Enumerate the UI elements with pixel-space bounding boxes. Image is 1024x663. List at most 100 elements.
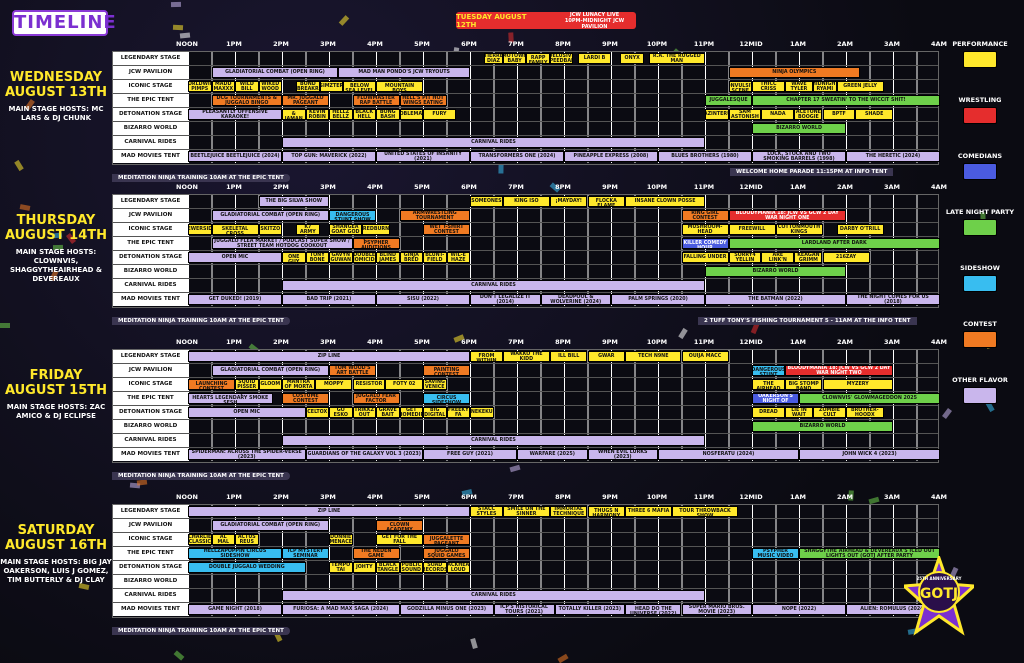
event-block[interactable]: GO ESKO	[329, 407, 353, 418]
event-block[interactable]: PINEAPPLE EXPRESS (2008)	[564, 151, 658, 162]
event-block[interactable]: DARBY O'TRILL	[836, 224, 884, 235]
event-block[interactable]: GRAVE BAIT	[376, 407, 400, 418]
event-block[interactable]: MR. JUGGALO PAGEANT	[282, 95, 329, 106]
event-block[interactable]: BIZARRO WORLD	[752, 123, 846, 134]
event-block[interactable]: SISU (2022)	[376, 294, 470, 305]
event-block[interactable]: THE HERETIC (2024)	[846, 151, 940, 162]
event-block[interactable]: DCG TOURNAMENTS & JUGGALO BINGO	[211, 95, 282, 106]
event-block[interactable]: OPEN MIC	[188, 407, 306, 418]
event-block[interactable]: COTTONMOUTH KINGS	[775, 224, 823, 235]
event-block[interactable]: TIERRE DIAZ	[484, 53, 503, 64]
event-block[interactable]: JUGGALO FEAR FACTOR	[352, 393, 400, 404]
event-block[interactable]: JOHTY	[352, 562, 376, 573]
event-block[interactable]: WARFARE (2025)	[517, 449, 588, 460]
event-block[interactable]: NADA	[761, 109, 795, 120]
event-block[interactable]: FREEKY FA	[446, 407, 470, 418]
event-block[interactable]: ACTUS REUS	[235, 534, 259, 545]
event-block[interactable]: REDBURN	[361, 224, 391, 235]
event-block[interactable]: WAKA FLOCKA FLAME	[587, 196, 626, 207]
event-block[interactable]: WIKED WOOD	[258, 81, 282, 92]
event-block[interactable]: TOM WOOD'S ART BATTLE	[329, 365, 376, 376]
event-block[interactable]: LOCK, STOCK AND TWO SMOKING BARRELS (199…	[752, 151, 846, 162]
event-block[interactable]: NOSFERATU (2024)	[658, 449, 799, 460]
event-block[interactable]: GET HOMEDIP	[399, 407, 423, 418]
event-block[interactable]: HELLZAPOPPIN CIRCUS SIDESHOW	[423, 393, 470, 404]
event-block[interactable]: MADD MAXXX	[211, 81, 235, 92]
event-block[interactable]: BLUNT-FIELD	[423, 252, 447, 263]
event-block[interactable]: GLADIATORIAL COMBAT (OPEN RING)	[211, 520, 329, 531]
event-block[interactable]: 216ZAY	[822, 252, 870, 263]
event-block[interactable]: BONG BASH	[376, 109, 400, 120]
event-block[interactable]: SKITZO	[258, 224, 282, 235]
event-block[interactable]: KING ISO	[502, 196, 550, 207]
event-block[interactable]: THE NEDEN GAME	[352, 548, 400, 559]
event-block[interactable]: SOMEONES	[470, 196, 503, 207]
event-block[interactable]: CARNIVAL RIDES	[282, 590, 705, 601]
event-block[interactable]: COSTUME CONTEST	[282, 393, 329, 404]
event-block[interactable]: TRIKKZ OUT	[352, 407, 376, 418]
event-block[interactable]: SOAD RECORDS	[423, 562, 447, 573]
event-block[interactable]: TOTALLY KILLER (2023)	[554, 604, 626, 615]
event-block[interactable]: GAVYN GUWAN	[329, 252, 353, 263]
event-block[interactable]: BLIND JAMES	[376, 252, 400, 263]
event-block[interactable]: BAD TRIP (2021)	[282, 294, 376, 305]
event-block[interactable]: GWAR	[587, 351, 626, 362]
event-block[interactable]: GET DUKED! (2019)	[188, 294, 282, 305]
event-block[interactable]: ICP MYSTERY SEMINAR	[282, 548, 329, 559]
event-block[interactable]: BLOODYMANIA 18: JCW VS GCW 2 DAY WAR NIG…	[784, 365, 893, 376]
event-block[interactable]: LARDLAND AFTER DARK	[728, 238, 940, 249]
event-block[interactable]: CARNIVAL RIDES	[282, 137, 705, 148]
event-block[interactable]: WORLDWIDE PIMPS	[188, 81, 212, 92]
event-block[interactable]: PUBLIC SOUND	[399, 562, 423, 573]
event-block[interactable]: DONNIE MENACE	[329, 534, 353, 545]
event-block[interactable]: MUSHROOM-HEAD	[681, 224, 729, 235]
event-block[interactable]: FRYGO LAUNCHING CONTEST	[188, 379, 235, 390]
event-block[interactable]: BLACK SKELETAL CROSS	[211, 224, 259, 235]
event-block[interactable]: CLOWNVIS' GLOWMAGEDDON 2025	[799, 393, 940, 404]
event-block[interactable]: NOPE (2022)	[752, 604, 846, 615]
event-block[interactable]: IMMORTAL TECHNIQUE	[549, 506, 588, 517]
event-block[interactable]: MICKY & JAMAN	[282, 109, 306, 120]
event-block[interactable]: UNITED STATES OF INSANITY (2021)	[376, 151, 470, 162]
event-block[interactable]: GREEN JELLY	[836, 81, 884, 92]
event-block[interactable]: THE WAVE TYLER HOOPER	[784, 81, 814, 92]
event-block[interactable]: HATCHET MOUNTAIN BOYS	[376, 81, 423, 92]
event-block[interactable]: SNEKEKUS	[470, 407, 494, 418]
event-block[interactable]: AL MAL	[211, 534, 235, 545]
event-block[interactable]: MISS JUGGALETTE PAGEANT	[423, 534, 470, 545]
event-block[interactable]: THE NIGHT COMES FOR US (2018)	[846, 294, 940, 305]
event-block[interactable]: HELLZ BELLZ	[329, 109, 353, 120]
event-block[interactable]: BIZARRO WORLD	[705, 266, 846, 277]
event-block[interactable]: GODZILLA MINUS ONE (2023)	[399, 604, 494, 615]
event-block[interactable]: BLACK TANGLE	[376, 562, 400, 573]
event-block[interactable]: BLACK HELL	[352, 109, 376, 120]
event-block[interactable]: SORRY4 YELLIN	[728, 252, 762, 263]
event-block[interactable]: SAVING VENICE	[423, 379, 447, 390]
event-block[interactable]: BONE THUGS N HARMONY	[587, 506, 626, 517]
event-block[interactable]: FREEWILL	[728, 224, 776, 235]
event-block[interactable]: THAT ONE GUY	[282, 252, 306, 263]
event-block[interactable]: RESISTOR	[352, 379, 386, 390]
event-block[interactable]: BIZARRO WORLD	[752, 421, 893, 432]
event-block[interactable]: RING GIRL CONTEST	[681, 210, 729, 221]
event-block[interactable]: BLOODYMANIA 18: JCW VS GCW 2 DAY WAR NIG…	[728, 210, 846, 221]
event-block[interactable]: NINJA OLYMPICS	[728, 67, 861, 78]
event-block[interactable]: GINJA BRED	[399, 252, 423, 263]
event-block[interactable]: ICP'S SHANGRI-LA TOUR THROWBACK SHOW	[672, 506, 738, 517]
event-block[interactable]: WIL-E HAZE	[446, 252, 470, 263]
event-block[interactable]: CHAPTER 17 SWEATIN' TO THE WICCIT SHIT!	[752, 95, 940, 106]
event-block[interactable]: SAM ASTONISH	[728, 109, 762, 120]
event-block[interactable]: MAZINTERUS	[705, 109, 729, 120]
event-block[interactable]: MYZERY	[822, 379, 893, 390]
event-block[interactable]: WICKED CLOWN ACADEMY	[376, 520, 423, 531]
event-block[interactable]: TEMPO TAI	[329, 562, 353, 573]
event-block[interactable]: DOUBLE HOMICIDE	[352, 252, 376, 263]
event-block[interactable]: DELUSIVE SPEEDBALL	[549, 53, 574, 64]
event-block[interactable]: SEWERSIDE	[188, 224, 212, 235]
event-block[interactable]: MOTOWN BABY	[502, 53, 527, 64]
event-block[interactable]: BEETLEJUICE BEETLEJUICE (2024)	[188, 151, 282, 162]
event-block[interactable]: ¡MAYDAY!	[549, 196, 588, 207]
event-block[interactable]: SHANGEA GOAT GOD	[329, 224, 362, 235]
event-block[interactable]: THE BIG SILVA SHOW	[258, 196, 329, 207]
event-block[interactable]: GLADIATORIAL COMBAT (OPEN RING)	[211, 210, 329, 221]
